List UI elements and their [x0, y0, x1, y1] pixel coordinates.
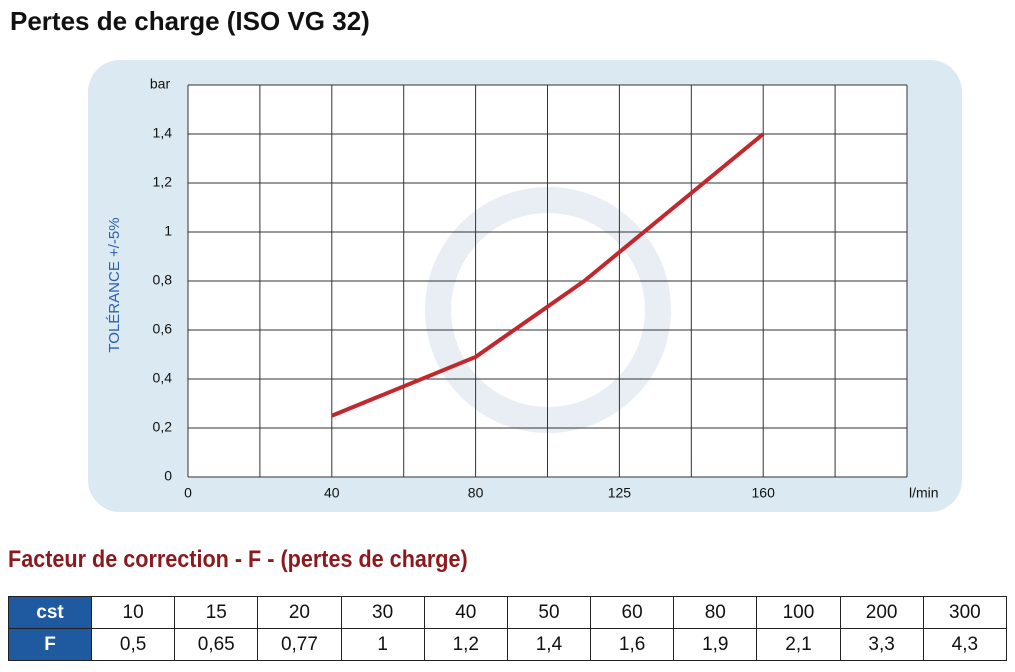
y-tick-label: 1,4: [153, 125, 173, 141]
y-unit: bar: [150, 76, 171, 92]
correction-table: cst 10 15 20 30 40 50 60 80 100 200 300 F 0,5 0,65 0,77…: [8, 596, 1008, 661]
table-cell: 1: [340, 628, 425, 661]
table-cell: 20: [257, 596, 342, 629]
y-tick-label: 0,6: [153, 321, 173, 337]
y-tick-label: 0,2: [153, 419, 173, 435]
table-cell: 1,6: [590, 628, 675, 661]
table-cell: 1,4: [506, 628, 592, 661]
data-line: [331, 132, 765, 418]
table-cell: 0,77: [257, 628, 342, 661]
x-tick-label: 40: [324, 485, 340, 501]
y-tick-label: 1,2: [153, 174, 173, 190]
table-cell: 30: [340, 596, 425, 629]
y-tick-label: 0: [164, 468, 172, 484]
table-title: Facteur de correction - F - (pertes de c…: [8, 546, 468, 573]
table-cell: 3,3: [839, 628, 924, 661]
table-cell: 50: [506, 596, 592, 629]
table-cell: 4,3: [922, 628, 1008, 661]
x-tick-label: 80: [468, 485, 484, 501]
x-tick-label: 125: [608, 485, 632, 501]
table-row: F 0,5 0,65 0,77 1 1,2 1,4 1,6 1,9 2,1 3,3 4,3: [8, 628, 1008, 661]
y-axis-label: TOLÉRANCE +/-5%: [106, 217, 123, 352]
x-tick-label: 160: [752, 485, 776, 501]
table-cell: 2,1: [756, 628, 841, 661]
y-tick-label: 0,4: [153, 370, 173, 386]
table-cell: 60: [590, 596, 675, 629]
table-cell: 80: [673, 596, 758, 629]
table-cell: 0,5: [90, 628, 176, 661]
table-cell: 100: [756, 596, 841, 629]
x-unit: l/min: [909, 485, 939, 501]
y-tick-label: 0,8: [153, 272, 173, 288]
table-cell: 1,9: [673, 628, 758, 661]
table-cell: 15: [174, 596, 259, 629]
table-cell: 1,2: [423, 628, 508, 661]
row-header: cst: [8, 596, 92, 629]
table-cell: 40: [423, 596, 508, 629]
chart-title: Pertes de charge (ISO VG 32): [10, 6, 370, 36]
table-cell: 0,65: [174, 628, 259, 661]
y-tick-label: 1: [164, 223, 172, 239]
table-cell: 300: [922, 596, 1008, 629]
row-header: F: [8, 628, 92, 661]
table-cell: 200: [839, 596, 924, 629]
x-tick-label: 0: [184, 485, 192, 501]
chart: TOLÉRANCE +/-5% bar 0 0,2 0,4 0,6 0,8 1 1,2 1,4…: [88, 60, 962, 512]
table-row: cst 10 15 20 30 40 50 60 80 100 200 300: [8, 596, 1008, 629]
table-cell: 10: [90, 596, 176, 629]
